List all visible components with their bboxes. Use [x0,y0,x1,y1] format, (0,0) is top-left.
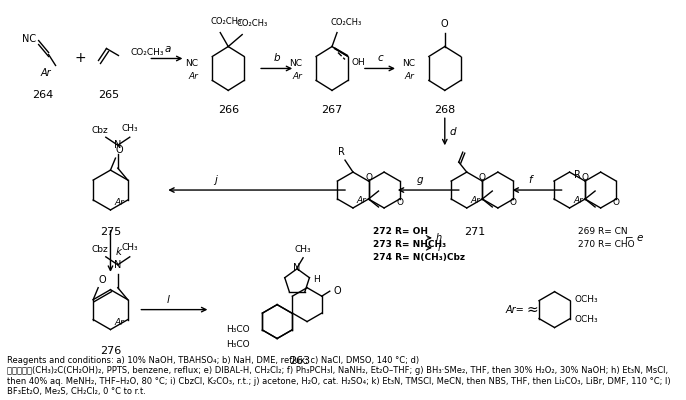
Text: NC: NC [402,59,415,68]
Text: CO₂CH₃: CO₂CH₃ [130,48,164,57]
Text: O: O [613,198,619,208]
Text: O: O [115,145,123,155]
Text: Ar: Ar [40,68,51,78]
Text: Cbz: Cbz [91,245,108,254]
Text: Ar: Ar [115,318,125,327]
Text: g: g [416,175,423,185]
Text: 265: 265 [98,90,119,100]
Text: Cbz: Cbz [91,126,108,135]
Text: CH₃: CH₃ [295,245,311,254]
Text: k: k [115,247,121,257]
Text: 263: 263 [289,356,311,366]
Text: N: N [114,140,121,150]
Text: a: a [164,44,171,54]
Text: O: O [98,275,106,285]
Text: CH₃: CH₃ [121,243,138,252]
Text: 264: 264 [32,90,54,100]
Text: l: l [167,295,170,305]
Text: Ar: Ar [292,72,302,81]
Text: O: O [479,172,486,182]
Text: N: N [294,263,300,273]
Text: 276: 276 [100,346,121,356]
Text: OCH₃: OCH₃ [575,295,598,304]
Text: 266: 266 [217,105,239,115]
Text: d: d [449,127,456,137]
Text: O: O [441,19,449,29]
Text: c: c [377,54,383,64]
Text: 268: 268 [434,105,456,115]
Text: 271: 271 [464,227,486,237]
Text: 270 R= CHO: 270 R= CHO [578,240,634,249]
Text: CO₂CH₃: CO₂CH₃ [331,18,362,27]
Text: NC: NC [289,59,302,68]
Text: 273 R= NHCH₃: 273 R= NHCH₃ [373,240,446,249]
Text: O: O [334,286,342,296]
Text: b: b [274,54,281,64]
Text: NC: NC [21,34,36,44]
Text: Ar: Ar [115,198,125,208]
Text: O: O [582,172,589,182]
Text: j: j [214,175,217,185]
Text: ⌐ e: ⌐ e [625,233,643,243]
Text: 275: 275 [100,227,121,237]
Text: Ar: Ar [357,196,366,206]
Text: ≈: ≈ [527,303,539,317]
Text: Ar: Ar [189,72,198,81]
Text: R: R [338,147,344,157]
Text: OH: OH [352,58,366,67]
Text: Ar: Ar [471,196,480,206]
Text: CH₃: CH₃ [121,124,138,133]
Text: CO₂CH₃: CO₂CH₃ [211,17,242,26]
Text: 267: 267 [322,105,342,115]
Text: N: N [114,260,121,270]
Text: OCH₃: OCH₃ [575,315,598,324]
Text: 274 R= N(CH₃)Cbz: 274 R= N(CH₃)Cbz [373,253,465,262]
Text: Ar: Ar [405,72,415,81]
Text: +: + [75,52,86,66]
Text: R: R [574,170,581,180]
Text: Ar: Ar [573,196,583,206]
Text: h: h [436,233,442,243]
Text: CO₂CH₃: CO₂CH₃ [237,19,268,28]
Text: H: H [313,275,320,284]
Text: O: O [365,172,372,182]
Text: H₃CO: H₃CO [226,325,250,334]
Text: Reagents and conditions: a) 10% NaOH, TBAHSO₄; b) NaH, DME, reflux; c) NaCl, DMS: Reagents and conditions: a) 10% NaOH, TB… [7,356,670,396]
Text: Ar=: Ar= [506,305,525,315]
Text: O: O [396,198,403,208]
Text: H₃CO: H₃CO [226,340,250,349]
Text: NC: NC [185,59,198,68]
Text: i: i [438,243,440,253]
Text: O: O [510,198,517,208]
Text: 269 R= CN: 269 R= CN [578,227,627,236]
Text: f: f [528,175,532,185]
Text: 272 R= OH: 272 R= OH [373,227,428,236]
